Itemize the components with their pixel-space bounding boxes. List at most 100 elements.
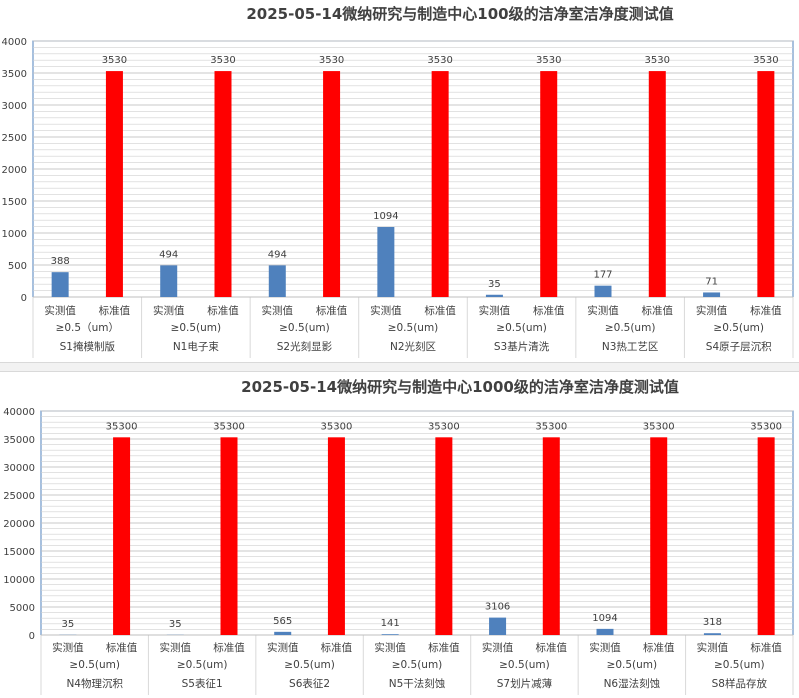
series-label-actual: 实测值 <box>262 304 294 317</box>
particle-size-label: ≥0.5(um) <box>605 322 656 334</box>
data-label-standard: 3530 <box>536 55 561 66</box>
chart-svg-class-1000: 2025-05-14微纳研究与制造中心1000级的洁净室洁净度测试值 0 5000 1… <box>3 378 794 695</box>
series-label-actual: 实测值 <box>153 304 185 317</box>
data-label-actual: 494 <box>268 249 287 260</box>
bar-actual <box>703 292 721 297</box>
bar-standard <box>648 71 666 297</box>
room-name-label: S6表征2 <box>289 677 330 690</box>
series-label-standard: 标准值 <box>207 304 239 317</box>
chart-separator <box>0 362 799 372</box>
y-tick-label: 35000 <box>3 435 35 446</box>
y-tick-label: 3000 <box>2 101 27 112</box>
data-label-standard: 35300 <box>750 421 782 432</box>
bar-standard <box>113 437 131 635</box>
series-label-standard: 标准值 <box>533 304 565 317</box>
data-label-standard: 35300 <box>213 421 245 432</box>
room-name-label: N6湿法刻蚀 <box>604 677 661 690</box>
series-label-standard: 标准值 <box>643 641 675 654</box>
series-label-actual: 实测值 <box>267 641 299 654</box>
bar-actual <box>489 617 507 635</box>
series-label-standard: 标准值 <box>106 641 138 654</box>
chart-title: 2025-05-14微纳研究与制造中心1000级的洁净室洁净度测试值 <box>241 378 679 396</box>
data-label-actual: 35 <box>169 619 182 630</box>
y-tick-label: 20000 <box>3 519 35 530</box>
data-label-standard: 3530 <box>645 55 670 66</box>
y-tick-label: 25000 <box>3 491 35 502</box>
data-label-actual: 494 <box>159 249 178 260</box>
bar-actual <box>268 265 286 297</box>
chart-panel-class-100: 2025-05-14微纳研究与制造中心100级的洁净室洁净度测试值 0 500 100… <box>1 5 794 358</box>
series-label-standard: 标准值 <box>750 304 782 317</box>
series-label-standard: 标准值 <box>424 304 456 317</box>
y-tick-label: 0 <box>21 293 27 304</box>
data-label-standard: 3530 <box>753 55 778 66</box>
particle-size-label: ≥0.5(um) <box>392 659 443 671</box>
series-label-standard: 标准值 <box>316 304 348 317</box>
series-label-actual: 实测值 <box>697 641 729 654</box>
series-label-actual: 实测值 <box>587 304 619 317</box>
data-label-standard: 35300 <box>106 421 138 432</box>
data-label-actual: 318 <box>703 617 722 628</box>
bar-standard <box>214 71 232 297</box>
particle-size-label: ≥0.5(um) <box>607 659 658 671</box>
particle-size-label: ≥0.5(um) <box>714 659 765 671</box>
y-tick-label: 1000 <box>2 229 27 240</box>
y-tick-label: 40000 <box>3 407 35 418</box>
room-name-label: N5干法刻蚀 <box>389 677 446 690</box>
series-label-actual: 实测值 <box>44 304 76 317</box>
bar-standard <box>542 437 560 635</box>
series-label-actual: 实测值 <box>696 304 728 317</box>
y-tick-label: 10000 <box>3 575 35 586</box>
bar-standard <box>323 71 341 297</box>
data-label-actual: 1094 <box>373 211 398 222</box>
series-label-standard: 标准值 <box>750 641 782 654</box>
particle-size-label: ≥0.5(um) <box>496 322 547 334</box>
data-label-actual: 35 <box>61 619 74 630</box>
y-tick-label: 0 <box>29 631 35 642</box>
bar-actual <box>703 633 721 635</box>
data-label-actual: 3106 <box>485 602 510 613</box>
data-label-actual: 35 <box>488 279 501 290</box>
y-tick-label: 2000 <box>2 165 27 176</box>
data-label-actual: 1094 <box>592 613 617 624</box>
bar-actual <box>485 294 503 297</box>
room-name-label: S7划片减薄 <box>497 677 552 690</box>
room-name-label: S4原子层沉积 <box>706 340 772 353</box>
y-tick-label: 1500 <box>2 197 27 208</box>
data-label-actual: 71 <box>705 276 718 287</box>
series-label-actual: 实测值 <box>160 641 192 654</box>
y-tick-label: 3500 <box>2 69 27 80</box>
particle-size-label: ≥0.5(um) <box>499 659 550 671</box>
bar-actual <box>377 226 395 297</box>
particle-size-label: ≥0.5(um) <box>284 659 335 671</box>
data-label-standard: 35300 <box>535 421 567 432</box>
data-label-actual: 141 <box>381 618 400 629</box>
data-label-standard: 3530 <box>210 55 235 66</box>
bar-standard <box>105 71 123 297</box>
room-name-label: S2光刻显影 <box>277 340 333 353</box>
bar-standard <box>757 71 775 297</box>
data-label-standard: 35300 <box>643 421 675 432</box>
data-label-standard: 35300 <box>321 421 353 432</box>
series-label-actual: 实测值 <box>482 641 514 654</box>
chart-panel-class-1000: 2025-05-14微纳研究与制造中心1000级的洁净室洁净度测试值 0 5000 1… <box>0 372 799 698</box>
series-label-actual: 实测值 <box>370 304 402 317</box>
series-label-actual: 实测值 <box>589 641 621 654</box>
data-label-standard: 3530 <box>102 55 127 66</box>
y-tick-label: 4000 <box>2 37 27 48</box>
y-tick-label: 30000 <box>3 463 35 474</box>
data-label-actual: 177 <box>593 270 612 281</box>
data-label-actual: 565 <box>273 616 292 627</box>
data-label-standard: 3530 <box>427 55 452 66</box>
bar-actual <box>596 628 614 635</box>
bar-standard <box>650 437 668 635</box>
series-label-actual: 实测值 <box>374 641 406 654</box>
particle-size-label: ≥0.5(um) <box>69 659 120 671</box>
series-label-standard: 标准值 <box>428 641 460 654</box>
bar-standard <box>540 71 558 297</box>
chart-title: 2025-05-14微纳研究与制造中心100级的洁净室洁净度测试值 <box>246 5 673 23</box>
bar-standard <box>431 71 449 297</box>
series-label-standard: 标准值 <box>642 304 674 317</box>
particle-size-label: ≥0.5(um) <box>171 322 222 334</box>
series-label-standard: 标准值 <box>321 641 353 654</box>
